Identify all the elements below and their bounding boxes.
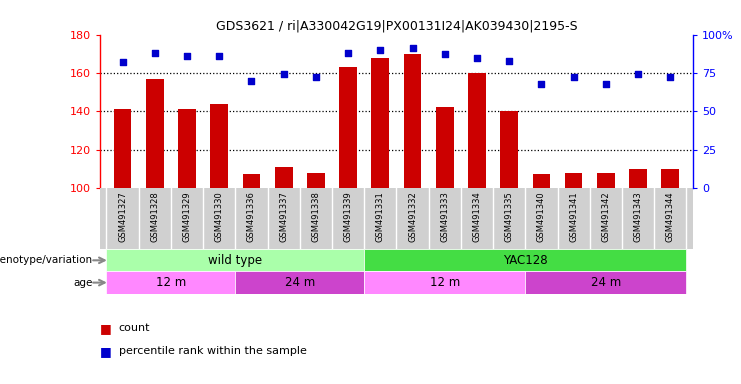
Bar xyxy=(436,108,453,188)
Bar xyxy=(236,271,365,294)
Text: 12 m: 12 m xyxy=(156,276,186,289)
Text: 24 m: 24 m xyxy=(591,276,621,289)
Text: GSM491333: GSM491333 xyxy=(440,191,449,242)
Text: GSM491338: GSM491338 xyxy=(311,191,320,242)
Point xyxy=(600,81,612,87)
Bar xyxy=(404,54,422,188)
Point xyxy=(310,74,322,81)
Bar xyxy=(275,167,293,188)
Text: ■: ■ xyxy=(100,345,112,358)
Text: GSM491329: GSM491329 xyxy=(182,191,191,242)
Bar xyxy=(178,109,196,188)
Bar xyxy=(113,109,131,188)
Bar xyxy=(107,249,365,271)
Text: 12 m: 12 m xyxy=(430,276,460,289)
Bar xyxy=(597,172,615,188)
Point xyxy=(536,81,548,87)
Bar xyxy=(525,271,686,294)
Point xyxy=(471,55,483,61)
Text: wild type: wild type xyxy=(208,254,262,267)
Point xyxy=(439,51,451,58)
Point xyxy=(665,74,677,81)
Text: GSM491344: GSM491344 xyxy=(665,191,675,242)
Point xyxy=(245,78,257,84)
Text: GSM491339: GSM491339 xyxy=(344,191,353,242)
Text: GSM491327: GSM491327 xyxy=(118,191,127,242)
Text: ■: ■ xyxy=(100,322,112,335)
Point xyxy=(149,50,161,56)
Bar xyxy=(629,169,647,188)
Point xyxy=(568,74,579,81)
Text: GSM491340: GSM491340 xyxy=(537,191,546,242)
Text: GSM491336: GSM491336 xyxy=(247,191,256,242)
Bar xyxy=(371,58,389,188)
Text: GSM491335: GSM491335 xyxy=(505,191,514,242)
Text: GSM491343: GSM491343 xyxy=(634,191,642,242)
Point xyxy=(374,47,386,53)
Point xyxy=(503,58,515,64)
Point xyxy=(632,71,644,78)
Text: 24 m: 24 m xyxy=(285,276,315,289)
Bar xyxy=(565,172,582,188)
Point xyxy=(116,59,128,65)
Title: GDS3621 / ri|A330042G19|PX00131I24|AK039430|2195-S: GDS3621 / ri|A330042G19|PX00131I24|AK039… xyxy=(216,19,577,32)
Bar xyxy=(468,73,486,188)
Text: age: age xyxy=(73,278,93,288)
Text: GSM491341: GSM491341 xyxy=(569,191,578,242)
Point xyxy=(342,50,354,56)
Point xyxy=(278,71,290,78)
Bar xyxy=(662,169,679,188)
Point xyxy=(407,45,419,51)
Point xyxy=(213,53,225,59)
Bar xyxy=(242,174,260,188)
Bar xyxy=(146,79,164,188)
Text: GSM491342: GSM491342 xyxy=(602,191,611,242)
Text: GSM491328: GSM491328 xyxy=(150,191,159,242)
Bar xyxy=(500,111,518,188)
Text: percentile rank within the sample: percentile rank within the sample xyxy=(119,346,307,356)
Bar xyxy=(365,271,525,294)
Text: genotype/variation: genotype/variation xyxy=(0,255,93,265)
Text: count: count xyxy=(119,323,150,333)
Bar xyxy=(365,249,686,271)
Text: YAC128: YAC128 xyxy=(503,254,548,267)
Bar xyxy=(210,104,228,188)
Bar xyxy=(307,172,325,188)
Bar xyxy=(533,174,551,188)
Bar xyxy=(339,67,357,188)
Text: GSM491330: GSM491330 xyxy=(215,191,224,242)
Text: GSM491337: GSM491337 xyxy=(279,191,288,242)
Point xyxy=(181,53,193,59)
Text: GSM491331: GSM491331 xyxy=(376,191,385,242)
Bar xyxy=(107,271,236,294)
Text: GSM491332: GSM491332 xyxy=(408,191,417,242)
Text: GSM491334: GSM491334 xyxy=(473,191,482,242)
